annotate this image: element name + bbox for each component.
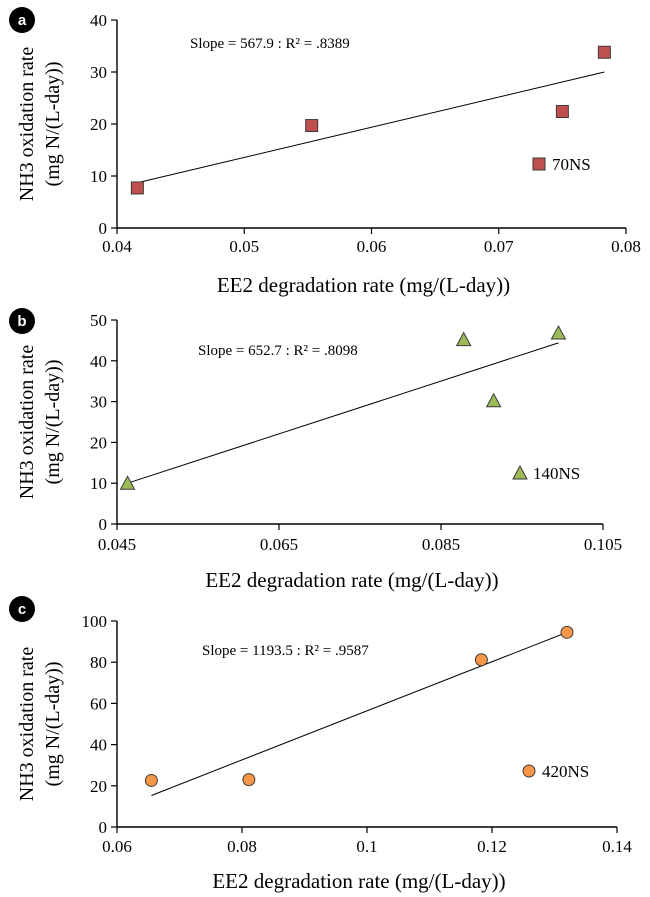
legend-label: 70NS [552,155,591,174]
legend-label: 140NS [533,464,580,483]
y-tick-label: 40 [90,352,107,371]
data-point [144,773,158,787]
y-tick-label: 50 [90,311,107,330]
panel-c: 0 20 40 60 80 100 0.06 0.08 0.1 0.12 0.14 420NS Slop… [9,596,632,893]
data-point [560,625,574,639]
y-tick-label: 10 [90,474,107,493]
data-point [119,475,136,490]
y-tick-label: 80 [90,653,107,672]
y-axis-title-line2: (mg N/(L-day)) [42,662,64,787]
data-point [550,325,567,340]
data-point [597,45,611,59]
regression-annotation: Slope = 567.9 : R² = .8389 [190,36,350,52]
x-axis-title: EE2 degradation rate (mg/(L-day)) [212,869,505,893]
y-tick-label: 0 [99,515,108,534]
x-tick-label: 0.1 [356,837,377,856]
panel-badge-label: c [18,601,26,618]
y-axis-title-line2: (mg N/(L-day)) [42,360,64,485]
panel-b: 0 10 20 30 40 50 0.045 0.065 0.085 0.105 140NS Slop… [9,308,622,592]
x-tick-label: 0.14 [602,837,632,856]
panel-badge [9,596,35,622]
data-point [485,392,502,408]
y-tick-label: 20 [90,777,107,796]
legend-marker [522,764,536,778]
legend-label: 420NS [542,762,589,781]
panel-badge [9,7,35,33]
x-tick-label: 0.06 [357,237,387,256]
y-tick-label: 40 [90,736,107,755]
panel-a: 0 10 20 30 40 0.04 0.05 0.06 0.07 0.08 70NS Slope =… [9,7,641,297]
y-axis-title-line1: NH3 oxidation rate [16,647,38,802]
y-tick-label: 30 [90,63,107,82]
panel-badge [9,308,35,334]
y-tick-label: 40 [90,11,107,30]
data-point [242,773,256,787]
y-tick-label: 20 [90,115,107,134]
y-axis-title-line1: NH3 oxidation rate [16,47,38,202]
x-axis-title: EE2 degradation rate (mg/(L-day)) [205,568,498,592]
x-tick-label: 0.04 [102,237,132,256]
x-tick-label: 0.08 [227,837,257,856]
y-tick-label: 10 [90,167,107,186]
y-axis-title-line1: NH3 oxidation rate [16,345,38,500]
data-point [305,119,319,133]
panel-badge-label: a [18,12,27,29]
x-tick-label: 0.105 [584,535,622,554]
data-point [555,105,569,119]
x-axis-title: EE2 degradation rate (mg/(L-day)) [217,273,510,297]
x-tick-label: 0.085 [422,535,460,554]
legend-marker [512,464,528,480]
y-tick-label: 0 [99,219,108,238]
legend-marker [532,157,546,171]
panel-badge-label: b [17,313,26,330]
regression-annotation: Slope = 1193.5 : R² = .9587 [202,643,369,659]
data-point [130,181,144,195]
x-tick-label: 0.065 [260,535,298,554]
x-tick-label: 0.05 [229,237,259,256]
x-tick-label: 0.08 [611,237,641,256]
x-tick-label: 0.045 [98,535,136,554]
y-tick-label: 30 [90,393,107,412]
y-axis-title-line2: (mg N/(L-day)) [42,62,64,187]
trendline [151,631,568,796]
y-tick-label: 60 [90,694,107,713]
data-point [455,331,472,347]
regression-annotation: Slope = 652.7 : R² = .8098 [198,343,358,359]
x-tick-label: 0.12 [477,837,507,856]
trendline [137,71,605,184]
x-tick-label: 0.07 [484,237,514,256]
y-tick-label: 100 [82,612,108,631]
y-tick-label: 20 [90,433,107,452]
trendline [127,342,559,484]
y-tick-label: 0 [99,818,108,837]
x-tick-label: 0.06 [102,837,132,856]
data-point [474,653,488,667]
